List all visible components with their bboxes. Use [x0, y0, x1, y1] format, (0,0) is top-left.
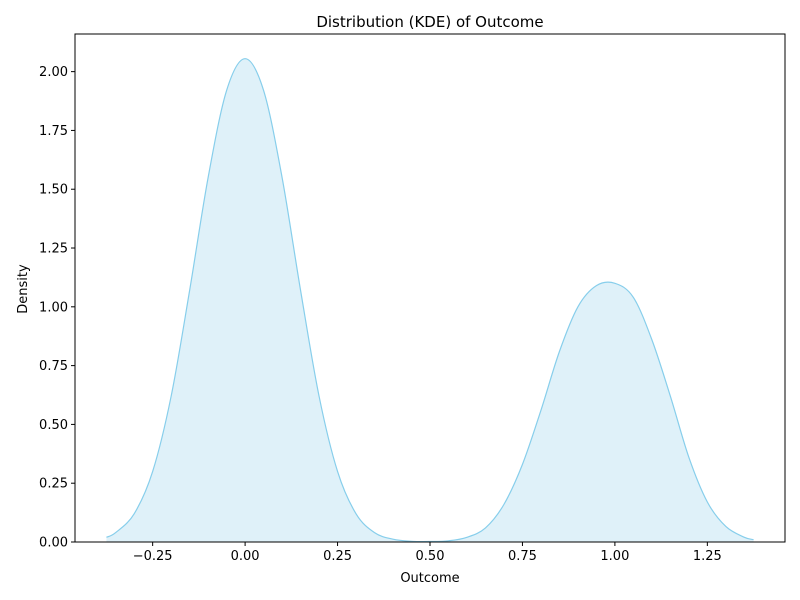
- y-axis-title: Density: [16, 264, 31, 314]
- y-tick-label: 0.75: [39, 359, 68, 374]
- y-tick-label: 2.00: [39, 65, 68, 80]
- plot-area: [74, 33, 786, 543]
- density-area-fill: [106, 58, 754, 542]
- x-axis-ticks: −0.25 0.00 0.25 0.50 0.75 1.00 1.25: [133, 542, 722, 564]
- density-line: [106, 58, 754, 543]
- y-tick-label: 0.25: [39, 477, 68, 492]
- x-tick-label: 0.00: [231, 549, 260, 564]
- x-tick-label: −0.25: [133, 549, 173, 564]
- y-tick-label: 1.25: [39, 242, 68, 257]
- x-tick-label: 1.25: [693, 549, 722, 564]
- y-tick-label: 0.00: [39, 536, 68, 551]
- chart-title: Distribution (KDE) of Outcome: [316, 13, 543, 31]
- x-tick-label: 1.00: [600, 549, 629, 564]
- y-tick-label: 1.50: [39, 183, 68, 198]
- x-tick-label: 0.75: [508, 549, 537, 564]
- x-axis-title: Outcome: [400, 571, 459, 586]
- x-tick-label: 0.50: [416, 549, 445, 564]
- y-tick-label: 0.50: [39, 418, 68, 433]
- x-tick-label: 0.25: [323, 549, 352, 564]
- y-axis-ticks: 0.00 0.25 0.50 0.75 1.00 1.25 1.50 1.75 2.00: [39, 65, 75, 551]
- y-tick-label: 1.00: [39, 300, 68, 315]
- y-tick-label: 1.75: [39, 124, 68, 139]
